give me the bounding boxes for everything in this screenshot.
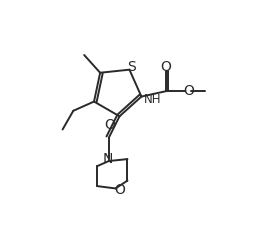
Text: O: O [160, 60, 171, 74]
Text: S: S [128, 60, 136, 74]
Text: NH: NH [144, 93, 161, 106]
Text: O: O [115, 183, 125, 197]
Text: N: N [103, 152, 113, 166]
Text: O: O [104, 118, 115, 132]
Text: O: O [183, 84, 194, 98]
